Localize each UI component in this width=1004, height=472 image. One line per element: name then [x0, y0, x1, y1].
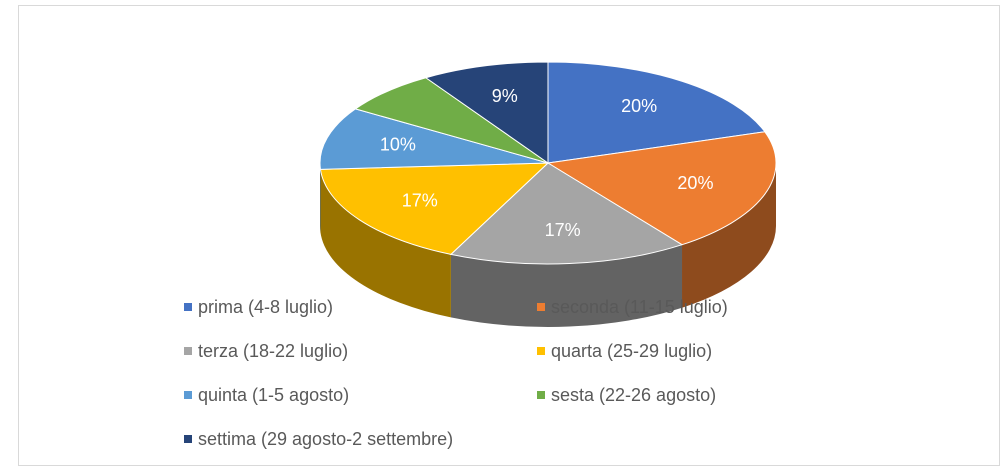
legend-label: quarta (25-29 luglio) — [551, 341, 712, 361]
data-label: 10% — [380, 135, 416, 155]
pie-slice — [319, 108, 549, 170]
legend-label: terza (18-22 luglio) — [198, 341, 348, 361]
pie-side — [320, 169, 451, 318]
pie-slice — [547, 61, 766, 164]
pie-slice — [319, 162, 550, 255]
data-label: 17% — [545, 220, 581, 240]
pie-slice — [546, 131, 777, 246]
legend-label: quinta (1-5 agosto) — [198, 385, 349, 405]
pie-slice — [449, 162, 684, 265]
pie-slice — [424, 61, 549, 164]
legend-marker — [184, 347, 192, 355]
data-label: 20% — [677, 173, 713, 193]
data-label: 17% — [402, 190, 438, 210]
legend-marker — [184, 303, 192, 311]
data-label: 20% — [621, 96, 657, 116]
legend-marker — [537, 391, 545, 399]
legend-marker — [537, 347, 545, 355]
legend-label: prima (4-8 luglio) — [198, 297, 333, 317]
pie-side — [682, 163, 776, 308]
legend-label: settima (29 agosto-2 settembre) — [198, 429, 453, 449]
data-label: 9% — [492, 86, 518, 106]
legend-marker — [184, 435, 192, 443]
legend-marker — [184, 391, 192, 399]
pie-side — [450, 244, 683, 327]
legend-marker — [537, 303, 545, 311]
legend-label: seconda (11-15 luglio) — [551, 297, 728, 317]
legend-label: sesta (22-26 agosto) — [551, 385, 716, 405]
